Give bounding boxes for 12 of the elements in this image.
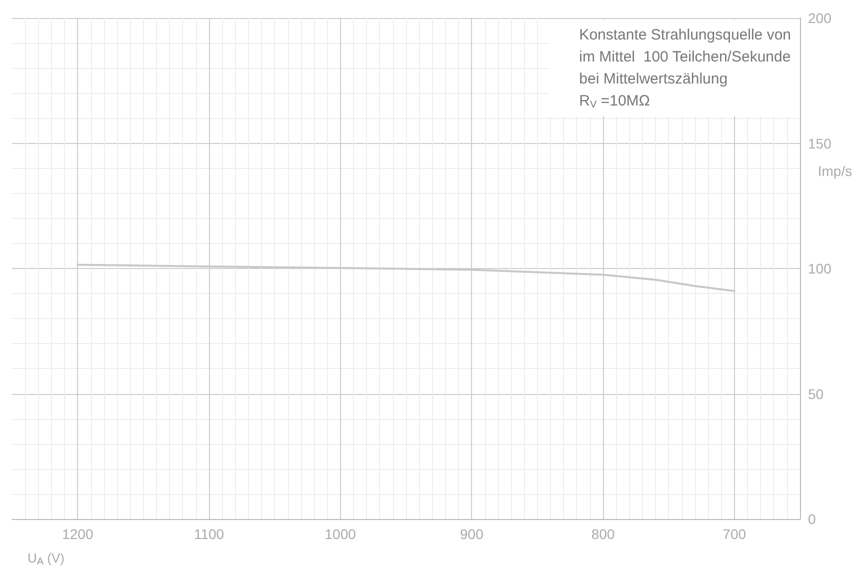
y-tick-label: 0 bbox=[808, 511, 816, 527]
y-axis-title: Imp/s bbox=[818, 163, 852, 179]
x-tick-label: 1100 bbox=[194, 526, 224, 542]
x-tick-label: 700 bbox=[722, 526, 746, 542]
x-tick-label: 1000 bbox=[324, 526, 356, 542]
y-tick-label: 100 bbox=[808, 260, 832, 276]
x-tick-label: 800 bbox=[591, 526, 615, 542]
x-tick-label: 1200 bbox=[62, 526, 94, 542]
x-tick-label: 900 bbox=[460, 526, 484, 542]
y-tick-label: 150 bbox=[808, 135, 832, 152]
y-tick-label: 50 bbox=[808, 386, 824, 402]
y-tick-label: 200 bbox=[808, 10, 832, 26]
